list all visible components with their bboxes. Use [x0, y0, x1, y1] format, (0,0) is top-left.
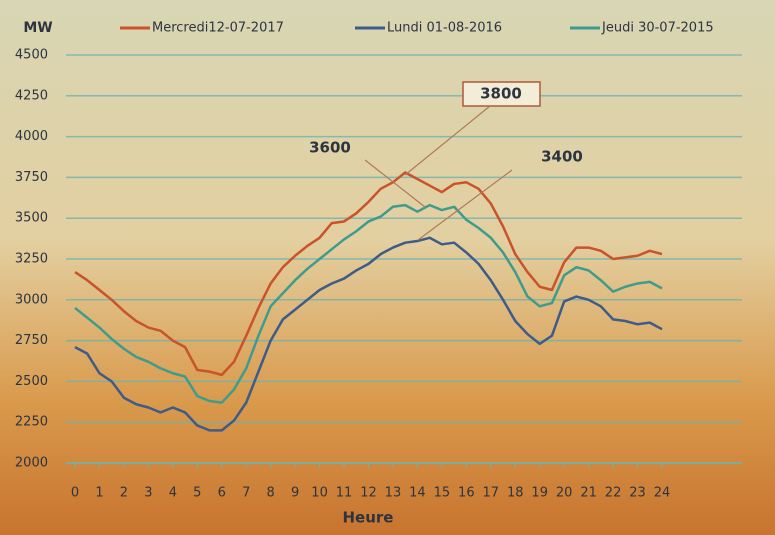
x-tick-label: 11	[336, 486, 353, 501]
x-tick-label: 18	[507, 486, 524, 501]
legend-label: Jeudi 30-07-2015	[601, 21, 714, 36]
x-tick-label: 12	[360, 486, 377, 501]
y-tick-label: 3500	[15, 211, 48, 226]
y-tick-label: 2250	[15, 415, 48, 430]
x-tick-label: 5	[193, 486, 201, 501]
x-tick-label: 7	[242, 486, 250, 501]
x-tick-label: 2	[120, 486, 128, 501]
x-tick-label: 3	[144, 486, 152, 501]
x-tick-label: 21	[580, 486, 597, 501]
annotation: 3600	[309, 139, 351, 157]
x-tick-label: 22	[605, 486, 622, 501]
x-tick-label: 13	[385, 486, 402, 501]
x-tick-label: 15	[434, 486, 451, 501]
x-tick-label: 14	[409, 486, 426, 501]
x-tick-label: 24	[654, 486, 671, 501]
x-tick-label: 6	[218, 486, 226, 501]
annotation: 3400	[541, 148, 583, 166]
y-tick-label: 4250	[15, 88, 48, 103]
series-line	[74, 171, 663, 377]
y-tick-label: 4000	[15, 129, 48, 144]
y-tick-label: 2500	[15, 374, 48, 389]
x-tick-label: 16	[458, 486, 475, 501]
annotation-arrow	[364, 159, 426, 208]
x-tick-label: 19	[531, 486, 548, 501]
x-tick-label: 4	[169, 486, 177, 501]
y-axis-label: MW	[23, 20, 52, 36]
series-line	[74, 203, 663, 404]
annotation-arrow	[417, 169, 513, 241]
x-tick-label: 1	[95, 486, 103, 501]
y-tick-label: 2000	[15, 456, 48, 471]
legend-label: Mercredi12-07-2017	[152, 21, 284, 36]
legend-label: Lundi 01-08-2016	[387, 21, 502, 36]
x-tick-label: 23	[629, 486, 646, 501]
y-tick-label: 3750	[15, 170, 48, 185]
annotation-arrow	[404, 105, 491, 176]
y-tick-label: 2750	[15, 333, 48, 348]
y-tick-label: 3000	[15, 292, 48, 307]
x-tick-label: 10	[311, 486, 328, 501]
annotation-box	[462, 81, 541, 107]
x-tick-label: 0	[71, 486, 79, 501]
annotation: 3800	[480, 85, 522, 103]
x-tick-label: 9	[291, 486, 299, 501]
y-tick-label: 4500	[15, 48, 48, 63]
x-tick-label: 8	[267, 486, 275, 501]
series-line	[74, 236, 663, 432]
x-tick-label: 17	[483, 486, 500, 501]
y-tick-label: 3250	[15, 252, 48, 267]
x-axis-label: Heure	[343, 509, 394, 527]
x-tick-label: 20	[556, 486, 573, 501]
